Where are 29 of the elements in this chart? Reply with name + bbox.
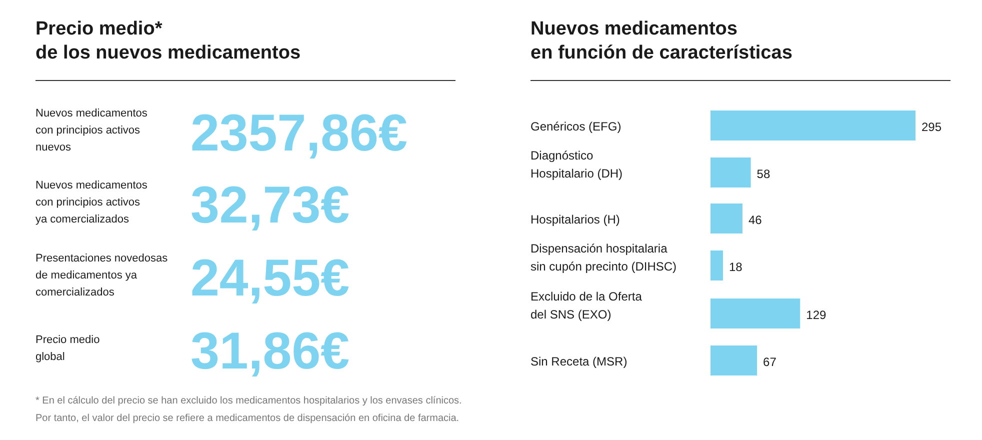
y-tick-label: Dispensación hospitalaria sin cupón precinto (DIHSC) <box>530 241 677 274</box>
text: 2357,86€ <box>190 104 408 162</box>
data-label: 58 <box>756 167 770 181</box>
data-label: 295 <box>922 120 942 134</box>
data-label: 46 <box>748 213 762 227</box>
y-tick-label: Sin Receta (MSR) <box>530 354 628 368</box>
text: 24,55€ <box>190 250 350 308</box>
text: * En el cálculo del precio se han excluido los medicamentos hospitalarios y los envases clínicos. Por tanto, el valor del precio se refiere a medicamentos de dispensación en oficina de farmacia. <box>36 396 462 424</box>
data-label: 18 <box>729 260 743 274</box>
bar <box>710 158 751 188</box>
y-tick-label: Genéricos (EFG) <box>530 120 622 134</box>
y-tick-label: Diagnóstico Hospitalario (DH) <box>530 148 623 180</box>
text: 32,73€ <box>190 176 350 234</box>
text: Precio medio* de los nuevos medicamentos <box>36 18 301 64</box>
bar <box>710 110 916 140</box>
category-label: Nuevos medicamentos con principios activos ya comercializados <box>36 180 148 226</box>
text: 31,86€ <box>190 322 350 380</box>
bar <box>710 250 724 280</box>
bar <box>710 298 800 328</box>
bar <box>710 204 742 234</box>
data-label: 67 <box>763 355 777 369</box>
chart-title: Nuevos medicamentos en función de características <box>530 18 792 64</box>
category-label: Precio medio global <box>36 334 100 363</box>
category-label: Presentaciones novedosas de medicamentos ya comercializados <box>36 252 168 298</box>
y-tick-label: Excluido de la Oferta del SNS (EXO) <box>530 289 642 322</box>
bar <box>710 346 758 376</box>
y-tick-label: Hospitalarios (H) <box>530 212 620 226</box>
data-label: 129 <box>806 308 826 322</box>
category-label: Nuevos medicamentos con principios activos nuevos <box>36 108 148 154</box>
